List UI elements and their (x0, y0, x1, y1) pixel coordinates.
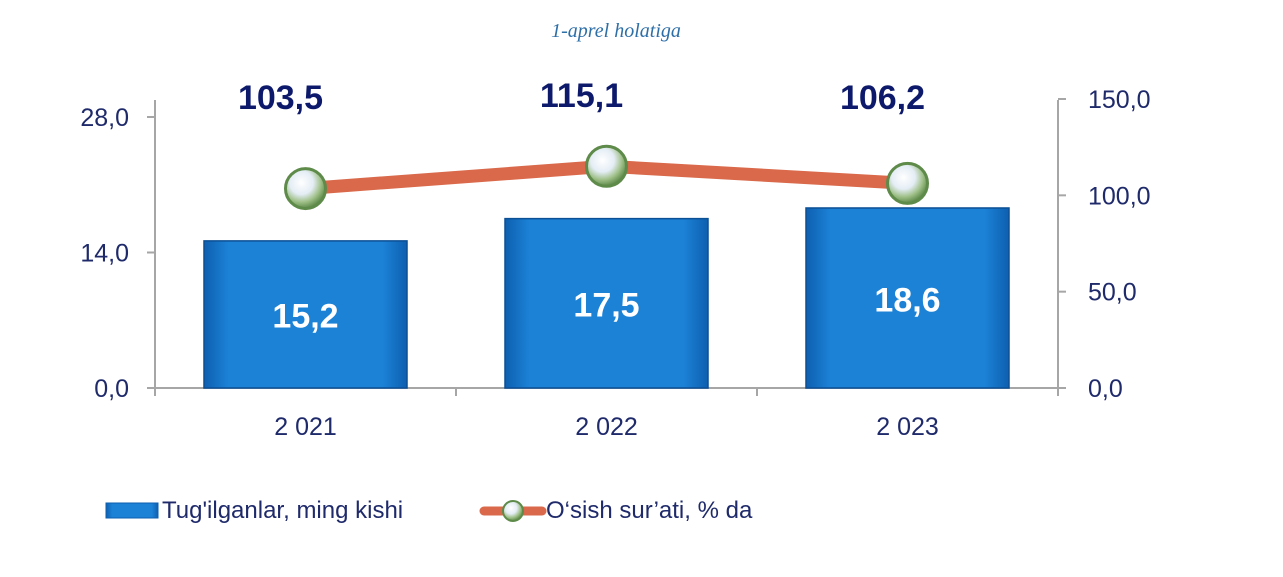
bar (203, 240, 408, 389)
y-left-tick-label: 28,0 (80, 104, 129, 132)
y-right-tick-label: 50,0 (1088, 279, 1137, 307)
y-left-tick-label: 0,0 (94, 375, 129, 403)
bar-value-label: 18,6 (874, 282, 940, 320)
legend-line-label: O‘sish sur’ati, % da (546, 497, 753, 524)
bar (805, 207, 1010, 389)
rate-value-label: 103,5 (238, 79, 323, 117)
y-right-tick-label: 150,0 (1088, 86, 1151, 114)
rate-marker (585, 144, 628, 188)
legend-marker-icon (502, 500, 524, 522)
bar-value-label: 17,5 (573, 287, 639, 325)
legend-bar-swatch (105, 502, 159, 519)
axes: 0,0 14,0 28,0 0,0 50,0 100,0 150,0 2 021 2 022 2 … (80, 86, 1150, 441)
legend: Tug'ilganlar, ming kishi O‘sish sur’ati,… (105, 497, 753, 524)
bar (504, 217, 709, 389)
y-right-tick-label: 100,0 (1088, 182, 1151, 210)
y-right-tick-label: 0,0 (1088, 375, 1123, 403)
bar-value-label: 15,2 (272, 297, 338, 335)
x-tick-label: 2 021 (274, 413, 337, 441)
rate-marker (284, 167, 327, 211)
y-left-tick-label: 14,0 (80, 240, 129, 268)
rate-marker (886, 161, 929, 205)
data-labels: 15,2 17,5 18,6 103,5 115,1 106,2 (238, 77, 941, 335)
rate-value-label: 106,2 (840, 79, 925, 117)
rate-line (284, 144, 929, 211)
x-tick-label: 2 023 (876, 413, 939, 441)
bars (203, 207, 1010, 389)
x-tick-label: 2 022 (575, 413, 638, 441)
rate-value-label: 115,1 (540, 77, 623, 115)
chart-subtitle: 1-aprel holatiga (551, 20, 681, 42)
legend-bar-label: Tug'ilganlar, ming kishi (162, 497, 403, 524)
